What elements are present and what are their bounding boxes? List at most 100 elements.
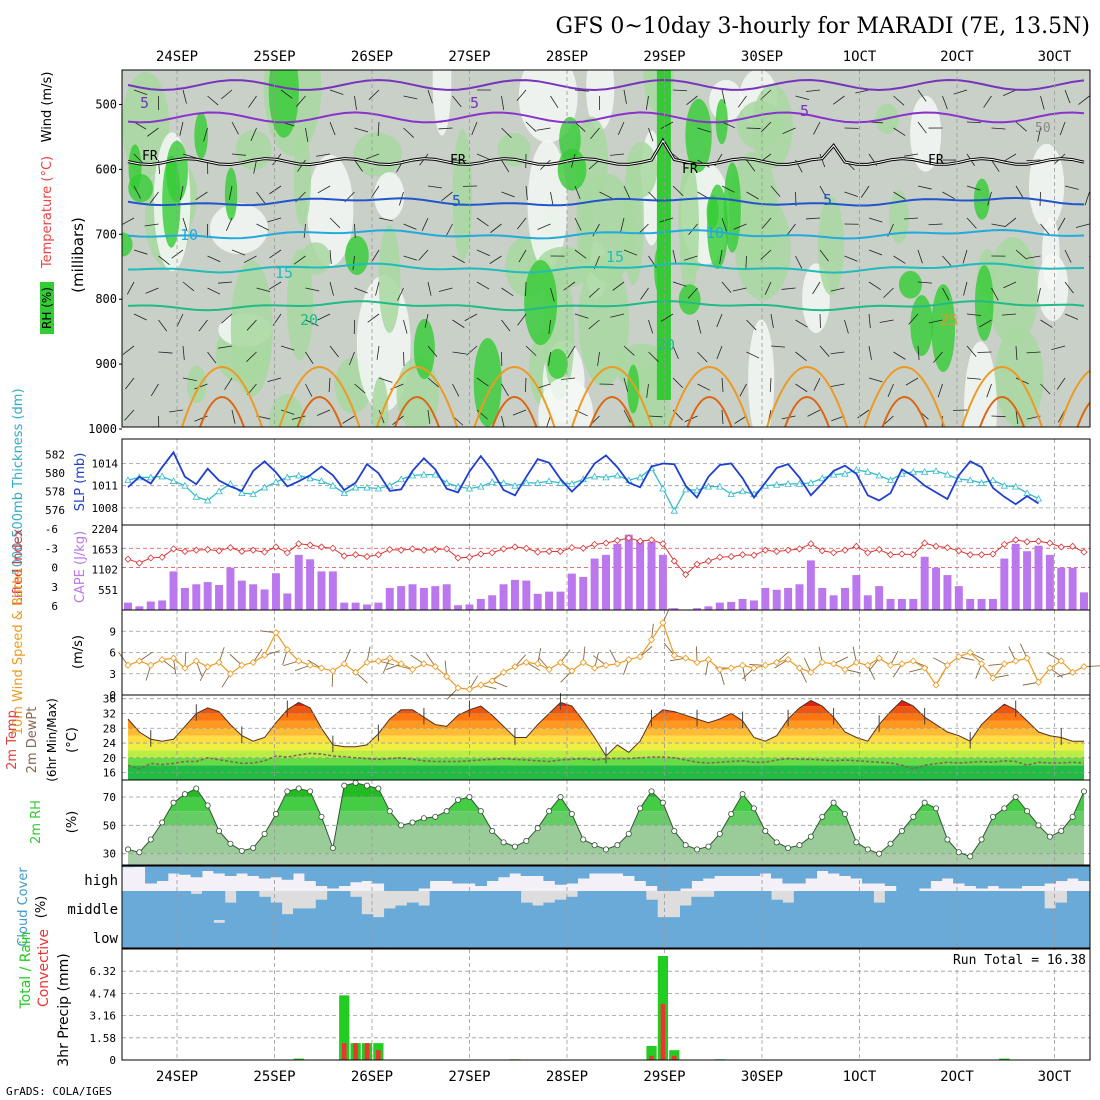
wind-barb: [648, 319, 654, 334]
wind-barb: [489, 255, 502, 264]
wind-barb: [672, 89, 688, 92]
cape-bar: [294, 554, 303, 610]
wind-barb: [942, 95, 948, 110]
cape-bar: [306, 559, 315, 610]
wind-barb: [354, 127, 369, 133]
thickness-point: [397, 475, 405, 483]
rh-point: [876, 850, 883, 857]
cape-label: CAPE (J/kg): [73, 531, 88, 603]
rh-point: [295, 785, 302, 792]
wind-speed-point: [317, 664, 326, 672]
wind-barb: [1026, 159, 1041, 162]
cloud-high-bar: [418, 866, 431, 889]
wind-barb: [280, 409, 295, 415]
precip-axis: 0 1.58 3.16 4.74 6.32: [90, 965, 117, 1067]
wind-barb: [746, 351, 760, 359]
li-point: [283, 549, 291, 557]
wind-speed-point: [158, 656, 166, 664]
cloud-low-bar: [213, 922, 226, 948]
thickness-point: [363, 483, 371, 491]
wind-barb: [806, 89, 821, 92]
rh-shade: [586, 70, 615, 131]
cloud-middle-bar: [463, 891, 476, 920]
precip-convective-bar: [649, 1055, 654, 1060]
wind-barb: [868, 249, 883, 256]
cloud-low-bar: [1055, 920, 1068, 948]
slp-thickness-frame: [121, 438, 1091, 526]
wind-speed-point: [1000, 660, 1008, 668]
wind-barb: [716, 345, 723, 360]
cloud-low-bar: [349, 920, 362, 948]
wind-barb: [610, 313, 625, 318]
wind-barb: [1075, 223, 1090, 228]
wind-speed-point: [124, 661, 132, 669]
wind-barb: [252, 648, 263, 663]
wind-barb: [991, 127, 1006, 130]
wind-speed-point: [340, 660, 348, 668]
rh-shade: [293, 130, 312, 227]
wind-speed-point: [443, 673, 451, 681]
thickness-point: [613, 471, 622, 479]
wind-barb: [760, 249, 772, 260]
wind-barb: [928, 319, 943, 324]
thickness-point: [534, 479, 542, 486]
thickness-point: [545, 477, 553, 484]
thickness-point: [522, 479, 531, 486]
isotherm-label: 5: [823, 191, 832, 209]
wind-barb: [786, 223, 796, 236]
cloud-middle-bar: [691, 896, 704, 920]
thickness-point: [351, 483, 360, 491]
wind-barb: [145, 287, 159, 294]
li-point: [966, 551, 974, 559]
cloud-high-bar: [258, 866, 271, 879]
cloud-middle-bar: [293, 908, 305, 920]
cloud-high-bar: [532, 866, 544, 876]
wind-barb: [620, 217, 625, 232]
wind-barb: [224, 377, 233, 391]
thickness-point: [511, 481, 519, 489]
li-point: [875, 545, 883, 554]
cape-bar: [977, 598, 986, 610]
wind-barb: [746, 159, 756, 172]
cape-bar: [818, 587, 827, 610]
cloud-middle-bar: [440, 891, 453, 920]
wind-speed-point: [238, 661, 246, 669]
rh-point: [750, 805, 757, 812]
wind-label: 10m Wind Speed & Barbs: [11, 569, 26, 736]
cloud-high-bar: [1044, 866, 1057, 884]
wind-barb: [942, 255, 953, 267]
wind-speed-point: [329, 667, 337, 675]
cloud-middle-bar: [509, 891, 522, 920]
cloud-middle-bar: [1055, 902, 1068, 920]
temp-tick-label: 16: [103, 767, 116, 780]
wind-speed-point: [374, 657, 382, 665]
cloud-middle-bar: [964, 891, 977, 920]
wind-barb: [893, 127, 906, 136]
pressure-tick-label: 1000: [88, 422, 117, 436]
cape-bar: [237, 580, 246, 610]
cape-bar: [590, 558, 599, 610]
cloud-high-bar: [611, 866, 624, 874]
wind-barb: [560, 649, 571, 663]
rh-point: [1081, 788, 1088, 795]
rh-point: [978, 836, 985, 843]
cloud-middle-bar: [145, 891, 157, 920]
cloud-middle-bar: [258, 896, 271, 920]
wind-barb: [546, 415, 551, 427]
thickness-point: [124, 476, 132, 484]
wind-barb: [733, 223, 747, 230]
thickness-point: [1000, 481, 1009, 489]
cloud-high-bar: [998, 866, 1011, 889]
wind-speed-point: [1046, 664, 1054, 672]
wind-barb: [269, 185, 282, 195]
rh-shade-moist: [473, 338, 502, 427]
wind-barb: [776, 651, 789, 663]
wind-barb: [307, 659, 322, 669]
cloud-middle-bar: [486, 891, 499, 920]
wind-barb: [280, 89, 293, 99]
wind-barb: [904, 153, 919, 157]
cloud-high-bar: [372, 866, 385, 884]
rh-point: [1012, 794, 1019, 801]
rh-point: [216, 828, 223, 835]
rh-shade-moist: [547, 348, 568, 379]
